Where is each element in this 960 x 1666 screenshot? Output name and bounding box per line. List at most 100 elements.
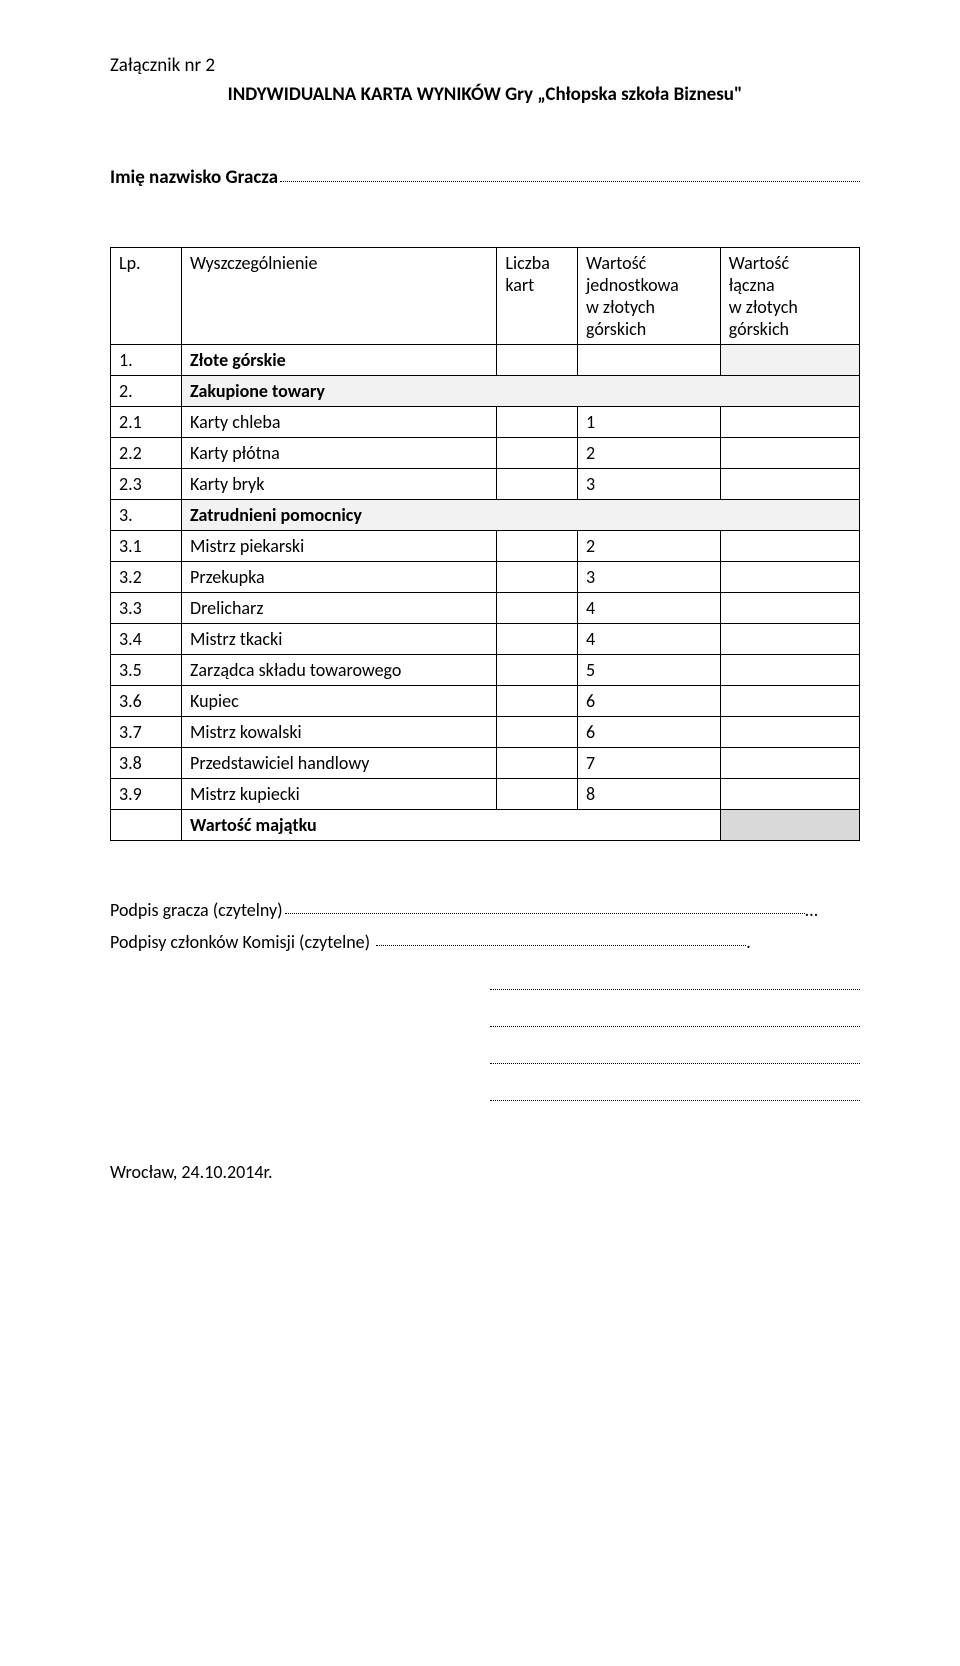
row-desc: Karty płótna xyxy=(182,438,497,469)
table-row: 3.6Kupiec6 xyxy=(111,686,860,717)
table-row: 3.4Mistrz tkacki4 xyxy=(111,624,860,655)
player-name-line: Imię nazwisko Gracza xyxy=(110,166,860,189)
row-count xyxy=(497,717,578,748)
row-desc: Zarządca składu towarowego xyxy=(182,655,497,686)
row-count xyxy=(497,655,578,686)
row-unit: 2 xyxy=(577,438,720,469)
row-num: 2.2 xyxy=(111,438,182,469)
row-num: 2.3 xyxy=(111,469,182,500)
row-unit xyxy=(577,345,720,376)
table-row: 2.1Karty chleba 1 xyxy=(111,407,860,438)
row-unit: 3 xyxy=(577,562,720,593)
row-total xyxy=(720,655,859,686)
row-count xyxy=(497,624,578,655)
row-desc: Zakupione towary xyxy=(182,376,860,407)
table-total-row: Wartość majątku xyxy=(111,810,860,841)
row-unit: 7 xyxy=(577,748,720,779)
row-num: 3.8 xyxy=(111,748,182,779)
table-row: 3.8Przedstawiciel handlowy 7 xyxy=(111,748,860,779)
row-total xyxy=(720,593,859,624)
row-count xyxy=(497,748,578,779)
col-unit: Wartość jednostkowa w złotych górskich xyxy=(577,248,720,345)
table-row: 3.2Przekupka 3 xyxy=(111,562,860,593)
row-desc: Karty bryk xyxy=(182,469,497,500)
table-row: 3.5Zarządca składu towarowego5 xyxy=(111,655,860,686)
row-num: 2. xyxy=(111,376,182,407)
row-count xyxy=(497,345,578,376)
col-total-l4: górskich xyxy=(729,318,789,340)
row-desc: Drelicharz xyxy=(182,593,497,624)
row-unit: 2 xyxy=(577,531,720,562)
row-count xyxy=(497,686,578,717)
total-row-value xyxy=(720,810,859,841)
row-unit: 8 xyxy=(577,779,720,810)
row-desc: Mistrz kowalski xyxy=(182,717,497,748)
row-count xyxy=(497,779,578,810)
row-num: 2.1 xyxy=(111,407,182,438)
row-count xyxy=(497,407,578,438)
table-row: 3.3Drelicharz4 xyxy=(111,593,860,624)
sign-player-label: Podpis gracza (czytelny) xyxy=(110,899,283,921)
col-name: Wyszczególnienie xyxy=(182,248,497,345)
row-total xyxy=(720,748,859,779)
row-num: 1. xyxy=(111,345,182,376)
total-row-label: Wartość majątku xyxy=(182,810,721,841)
row-num: 3. xyxy=(111,500,182,531)
col-total-l1: Wartość xyxy=(729,252,789,274)
row-unit: 6 xyxy=(577,686,720,717)
row-unit: 4 xyxy=(577,624,720,655)
col-unit-l1: Wartość xyxy=(586,252,646,274)
row-unit: 4 xyxy=(577,593,720,624)
row-desc: Zatrudnieni pomocnicy xyxy=(182,500,860,531)
row-total xyxy=(720,407,859,438)
col-total-l2: łączna xyxy=(729,274,775,296)
row-num: 3.2 xyxy=(111,562,182,593)
row-desc: Mistrz piekarski xyxy=(182,531,497,562)
table-header-row: Lp. Wyszczególnienie Liczba kart Wartość… xyxy=(111,248,860,345)
row-total xyxy=(720,686,859,717)
row-num: 3.5 xyxy=(111,655,182,686)
sign-committee-space xyxy=(370,931,374,953)
row-num: 3.1 xyxy=(111,531,182,562)
row-count xyxy=(497,562,578,593)
sign-extra-line-1 xyxy=(490,975,860,990)
row-total xyxy=(720,624,859,655)
row-total xyxy=(720,779,859,810)
sign-committee-suffix: . xyxy=(746,931,751,953)
row-desc: Karty chleba xyxy=(182,407,497,438)
results-table: Lp. Wyszczególnienie Liczba kart Wartość… xyxy=(110,247,860,841)
sign-committee-label: Podpisy członków Komisji (czytelne) xyxy=(110,931,370,953)
row-total xyxy=(720,562,859,593)
row-desc: Złote górskie xyxy=(182,345,497,376)
sign-player-suffix: ... xyxy=(805,899,819,921)
row-count xyxy=(497,469,578,500)
table-row: 3.7Mistrz kowalski 6 xyxy=(111,717,860,748)
document-title: INDYWIDUALNA KARTA WYNIKÓW Gry „Chłopska… xyxy=(110,83,860,106)
page: Załącznik nr 2 INDYWIDUALNA KARTA WYNIKÓ… xyxy=(0,0,960,1666)
sign-extra-line-2 xyxy=(490,1012,860,1027)
footer-date: Wrocław, 24.10.2014r. xyxy=(110,1161,860,1183)
attachment-label: Załącznik nr 2 xyxy=(110,54,860,77)
player-name-label: Imię nazwisko Gracza xyxy=(110,166,278,189)
row-total xyxy=(720,438,859,469)
sign-player-dots xyxy=(285,899,805,914)
row-total xyxy=(720,469,859,500)
row-num: 3.7 xyxy=(111,717,182,748)
row-num: 3.6 xyxy=(111,686,182,717)
sign-committee-dots xyxy=(376,931,746,946)
sign-extra-line-3 xyxy=(490,1049,860,1064)
row-unit: 1 xyxy=(577,407,720,438)
col-total-l3: w złotych xyxy=(729,296,798,318)
row-count xyxy=(497,593,578,624)
row-unit: 3 xyxy=(577,469,720,500)
row-num: 3.9 xyxy=(111,779,182,810)
col-count: Liczba kart xyxy=(497,248,578,345)
col-unit-l3: w złotych xyxy=(586,296,655,318)
row-desc: Przedstawiciel handlowy xyxy=(182,748,497,779)
row-count xyxy=(497,531,578,562)
table-row: 2.2Karty płótna 2 xyxy=(111,438,860,469)
row-desc: Przekupka xyxy=(182,562,497,593)
player-name-dots xyxy=(280,166,860,182)
row-unit: 6 xyxy=(577,717,720,748)
row-num: 3.4 xyxy=(111,624,182,655)
